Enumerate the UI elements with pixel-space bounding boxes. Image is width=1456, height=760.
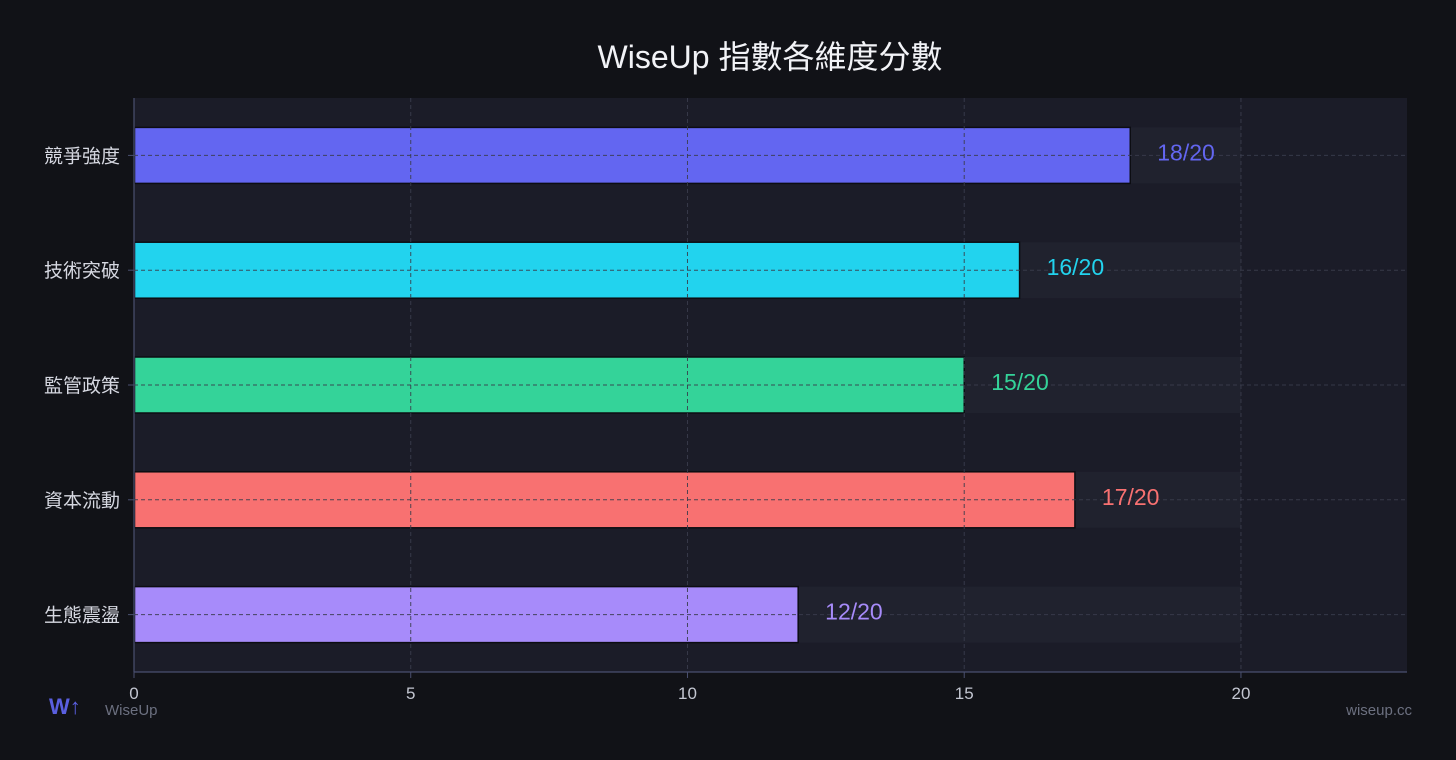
y-tick-label: 監管政策 — [44, 375, 120, 397]
value-label: 16/20 — [1047, 254, 1105, 280]
x-tick-label: 5 — [406, 684, 415, 703]
axes — [128, 98, 1407, 678]
chart-title: WiseUp 指數各維度分數 — [598, 39, 943, 75]
x-tick-label: 20 — [1231, 684, 1250, 703]
x-tick-label: 0 — [129, 684, 138, 703]
value-label: 17/20 — [1102, 484, 1160, 510]
wiseup-logo-icon: W↑ — [49, 694, 81, 719]
value-label: 12/20 — [825, 599, 883, 625]
y-tick-label: 生態震盪 — [44, 604, 120, 627]
value-label: 15/20 — [991, 369, 1049, 395]
brand-name: WiseUp — [105, 702, 158, 719]
y-tick-label: 技術突破 — [44, 260, 120, 282]
y-tick-label: 資本流動 — [44, 490, 120, 512]
x-tick-label: 15 — [955, 684, 974, 703]
x-axis-tick-labels: 0 5 10 15 20 — [129, 684, 1250, 703]
value-label: 18/20 — [1157, 139, 1215, 165]
y-tick-label: 競爭強度 — [44, 145, 120, 167]
value-labels: 18/20 16/20 15/20 17/20 12/20 — [825, 139, 1215, 624]
x-tick-label: 10 — [678, 684, 697, 703]
brand-url: wiseup.cc — [1345, 702, 1412, 719]
gridlines — [134, 98, 1407, 672]
